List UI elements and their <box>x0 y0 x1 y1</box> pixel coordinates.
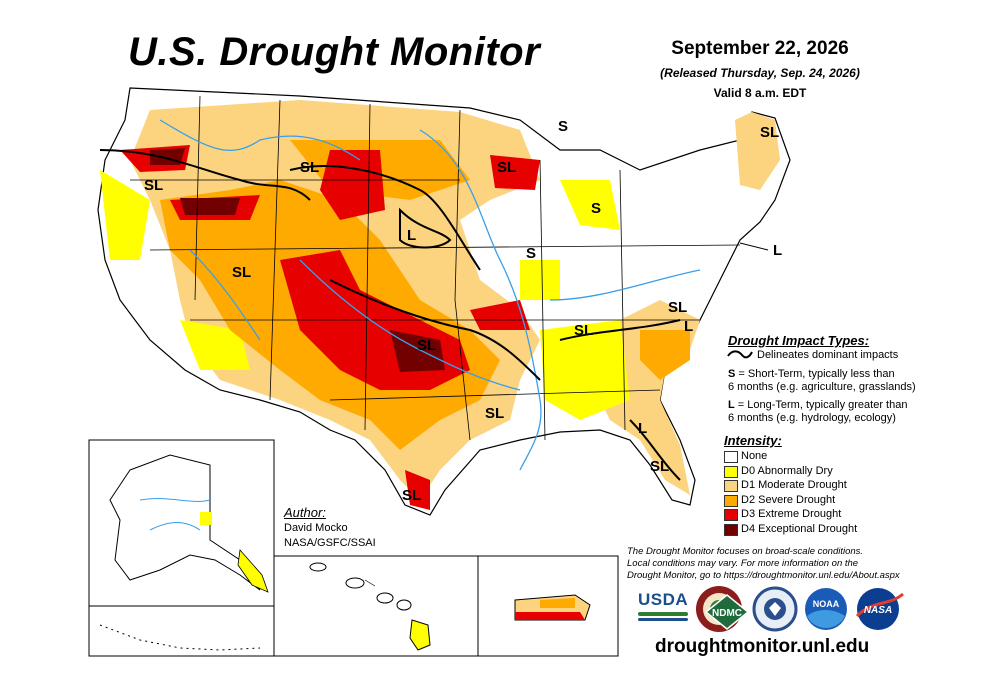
map-label: SL <box>402 487 421 504</box>
map-label: SL <box>232 264 251 281</box>
map-label: SL <box>574 322 593 339</box>
alaska-d0 <box>237 549 269 593</box>
footnote-line: Drought Monitor, go to https://droughtmo… <box>627 570 900 581</box>
footnote-line: The Drought Monitor focuses on broad-sca… <box>627 546 864 557</box>
intensity-swatch <box>724 509 738 521</box>
drought-d3-area <box>490 155 540 190</box>
intensity-swatch <box>724 465 738 478</box>
map-label: S <box>526 245 536 262</box>
footnote-line: Local conditions may vary. For more info… <box>627 558 859 569</box>
short-term-text-1: S = Short-Term, typically less than <box>728 368 895 380</box>
drought-d0-area <box>560 180 620 230</box>
drought-d1-northeast <box>735 112 780 190</box>
intensity-label: D3 Extreme Drought <box>741 508 842 520</box>
alaska-outline <box>109 454 261 591</box>
ndmc-logo-text: NDMC <box>712 608 742 619</box>
map-label: SL <box>417 337 436 354</box>
map-label: SL <box>760 124 779 141</box>
map-label: SL <box>497 159 516 176</box>
noaa-logo: NOAA <box>805 588 847 630</box>
hawaii-inset-frame <box>273 555 479 657</box>
release-date: (Released Thursday, Sep. 24, 2026) <box>660 66 860 80</box>
intensity-swatch <box>724 480 738 492</box>
long-term-text-1: L = Long-Term, typically greater than <box>728 399 908 411</box>
map-title: U.S. Drought Monitor <box>128 30 541 74</box>
intensity-label: D4 Exceptional Drought <box>741 522 858 535</box>
rivers <box>159 119 701 471</box>
state-borders <box>130 95 741 441</box>
intensity-swatch <box>724 523 738 536</box>
map-label: SL <box>300 159 319 176</box>
short-term-text-2: 6 months (e.g. agriculture, grasslands) <box>728 381 916 393</box>
map-label: SL <box>144 177 163 194</box>
intensity-heading: Intensity: <box>724 433 782 448</box>
map-label: S <box>558 118 568 135</box>
impact-delineates-text: Delineates dominant impacts <box>757 349 899 361</box>
hawaii-big-island <box>409 619 431 651</box>
map-label: L <box>638 420 647 437</box>
map-label: SL <box>668 299 687 316</box>
map-label: L <box>684 318 693 335</box>
drought-d0-area <box>540 320 630 420</box>
map-date: September 22, 2026 <box>671 38 849 59</box>
usda-logo-text: USDA <box>638 590 689 609</box>
impact-line-symbol <box>727 350 753 359</box>
drought-d2-area <box>640 330 690 380</box>
drought-d3-area <box>470 300 530 330</box>
intensity-label: D1 Moderate Drought <box>741 479 847 491</box>
author-org: NASA/GSFC/SSAI <box>284 537 376 549</box>
intensity-label: D0 Abnormally Dry <box>741 464 833 477</box>
alaska-d0 <box>200 512 212 525</box>
impact-types-heading: Drought Impact Types: <box>728 333 870 348</box>
intensity-swatch <box>724 451 738 463</box>
author-heading: Author: <box>284 505 326 520</box>
intensity-swatch <box>724 494 738 507</box>
doc-seal-icon <box>752 586 798 632</box>
impact-lines <box>99 149 681 481</box>
usda-logo: USDA <box>638 590 688 630</box>
website-link[interactable]: droughtmonitor.unl.edu <box>655 636 870 657</box>
map-label: L <box>773 242 782 259</box>
puerto-rico-d3 <box>515 612 585 620</box>
map-label: SL <box>650 458 669 475</box>
footnote: The Drought Monitor focuses on broad-sca… <box>627 546 927 582</box>
author-name: David Mocko <box>284 522 348 534</box>
drought-d0-area <box>520 260 560 300</box>
drought-d4-area <box>180 198 240 215</box>
drought-d3-area <box>405 470 430 510</box>
drought-d4-area <box>390 330 445 372</box>
drought-d0-area <box>180 320 250 370</box>
map-label: SL <box>485 405 504 422</box>
long-term-text-2: 6 months (e.g. hydrology, ecology) <box>728 412 896 424</box>
alaska-rivers <box>139 498 211 531</box>
hawaii-islands <box>309 562 412 611</box>
nasa-logo-text: NASA <box>864 605 892 616</box>
label-leader-line <box>739 242 769 251</box>
hawaii-tick-line <box>364 579 376 587</box>
nasa-logo: NASA <box>855 588 904 630</box>
noaa-logo-text: NOAA <box>813 599 840 609</box>
valid-time: Valid 8 a.m. EDT <box>713 86 807 100</box>
ndmc-logo: NDMC <box>704 594 750 630</box>
puerto-rico-d2 <box>540 598 575 608</box>
intensity-label: None <box>741 450 768 462</box>
map-label: L <box>407 227 416 244</box>
drought-d0-area <box>100 170 150 260</box>
intensity-label: D2 Severe Drought <box>741 493 836 506</box>
map-label: S <box>591 200 601 217</box>
